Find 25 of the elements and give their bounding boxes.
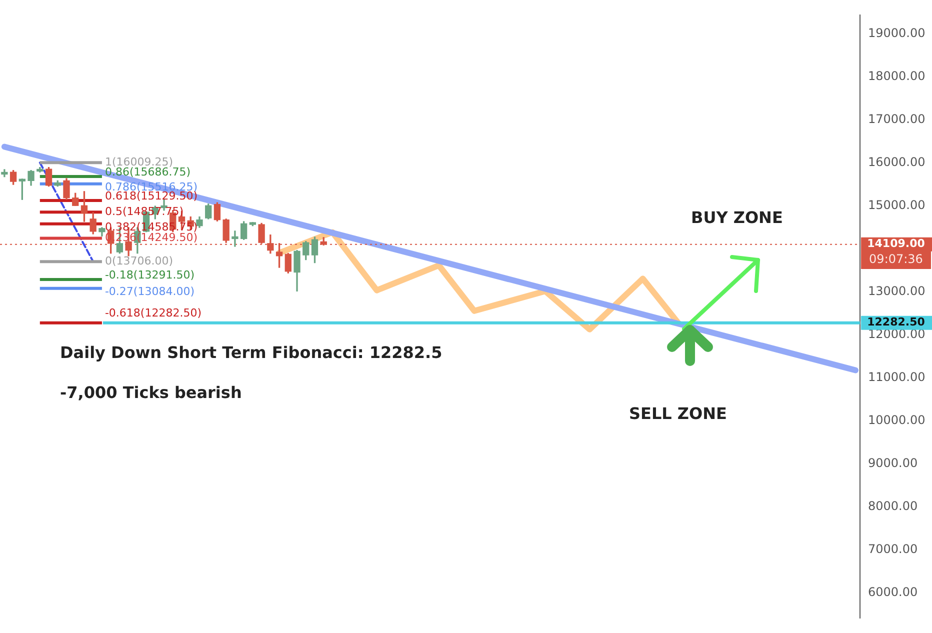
y-tick-label: 16000.00: [868, 155, 926, 170]
y-tick-label: 7000.00: [868, 542, 918, 556]
y-tick-label: 15000.00: [868, 198, 926, 212]
y-tick-label: 11000.00: [868, 370, 926, 384]
annotation: SELL ZONE: [629, 404, 727, 424]
ref-line-label: -0.18(13291.50): [104, 268, 194, 282]
ref-line-label: 0(13706.00): [104, 254, 174, 268]
y-tick-label: 6000.00: [868, 584, 918, 599]
candlestick: [232, 230, 238, 247]
y-tick-label: 12000.00: [868, 327, 926, 342]
y-tick-label: 13000.00: [868, 284, 926, 298]
y-tick-label: 8000.00: [868, 499, 918, 514]
ref-line-label: 14109.00: [867, 237, 926, 250]
y-tick-label: 18000.00: [868, 69, 926, 84]
y-tick-label: 19000.00: [868, 26, 926, 40]
text: 09:07:36: [861, 249, 931, 269]
ref-line-label: -0.27(13084.00): [104, 285, 194, 298]
y-tick-label: 9000.00: [868, 456, 918, 470]
annotation: Daily Down Short Term Fibonacci: 12282.5: [60, 343, 442, 363]
annotation: BUY ZONE: [691, 208, 783, 228]
y-tick-label: 10000.00: [868, 413, 926, 428]
ref-line-label: -0.618(12282.50): [104, 306, 202, 320]
y-tick-label: 17000.00: [868, 112, 926, 126]
ref-line-label: 12282.50: [867, 316, 926, 329]
annotation: -7,000 Ticks bearish: [60, 383, 242, 403]
